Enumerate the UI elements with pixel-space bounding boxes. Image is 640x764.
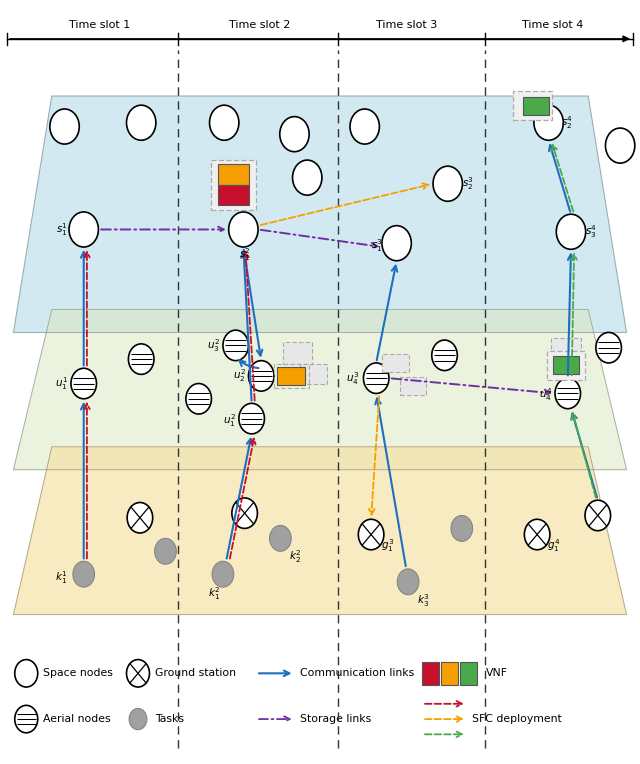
Polygon shape xyxy=(13,96,627,332)
Text: Ground station: Ground station xyxy=(155,668,236,678)
Circle shape xyxy=(269,526,291,552)
FancyBboxPatch shape xyxy=(277,367,305,385)
Circle shape xyxy=(556,214,586,249)
FancyBboxPatch shape xyxy=(442,662,458,685)
Text: $k_1^2$: $k_1^2$ xyxy=(208,585,221,602)
Text: VNF: VNF xyxy=(486,668,508,678)
Text: $u_4^3$: $u_4^3$ xyxy=(346,370,360,387)
Circle shape xyxy=(71,368,97,399)
Circle shape xyxy=(69,212,99,247)
Text: $s_3^4$: $s_3^4$ xyxy=(585,223,597,240)
Text: $g_1^4$: $g_1^4$ xyxy=(547,538,560,555)
Circle shape xyxy=(524,520,550,550)
Circle shape xyxy=(292,160,322,195)
Circle shape xyxy=(280,117,309,152)
Text: Time slot 2: Time slot 2 xyxy=(228,20,290,30)
Polygon shape xyxy=(13,309,627,470)
Circle shape xyxy=(15,705,38,733)
FancyBboxPatch shape xyxy=(547,351,585,380)
FancyBboxPatch shape xyxy=(523,97,548,115)
Circle shape xyxy=(239,403,264,434)
Text: Communication links: Communication links xyxy=(300,668,414,678)
Text: $s_2^4$: $s_2^4$ xyxy=(561,115,573,131)
Circle shape xyxy=(129,344,154,374)
Circle shape xyxy=(248,361,274,391)
Text: $s_1^3$: $s_1^3$ xyxy=(371,237,383,254)
Circle shape xyxy=(358,520,384,550)
Circle shape xyxy=(209,105,239,141)
FancyBboxPatch shape xyxy=(218,164,249,185)
Circle shape xyxy=(127,105,156,141)
Circle shape xyxy=(129,708,147,730)
Text: Storage links: Storage links xyxy=(300,714,371,724)
Text: Space nodes: Space nodes xyxy=(43,668,113,678)
Polygon shape xyxy=(13,447,627,614)
Circle shape xyxy=(186,384,211,414)
Text: $u_1^1$: $u_1^1$ xyxy=(54,375,68,392)
Circle shape xyxy=(155,539,176,565)
Text: $k_3^3$: $k_3^3$ xyxy=(417,592,430,609)
Text: SFC deployment: SFC deployment xyxy=(472,714,562,724)
Circle shape xyxy=(596,332,621,363)
Circle shape xyxy=(534,105,563,141)
Text: $u_1^2$: $u_1^2$ xyxy=(223,412,236,429)
Text: Tasks: Tasks xyxy=(155,714,184,724)
FancyBboxPatch shape xyxy=(550,338,581,358)
Text: Aerial nodes: Aerial nodes xyxy=(43,714,111,724)
Text: $u_4^4$: $u_4^4$ xyxy=(539,387,552,403)
Circle shape xyxy=(232,498,257,529)
Text: $s_1^1$: $s_1^1$ xyxy=(56,221,68,238)
FancyBboxPatch shape xyxy=(283,342,312,364)
Circle shape xyxy=(451,516,472,542)
Circle shape xyxy=(364,363,389,393)
Circle shape xyxy=(212,562,234,588)
Circle shape xyxy=(15,659,38,687)
Circle shape xyxy=(223,330,248,361)
Text: $s_2^3$: $s_2^3$ xyxy=(462,175,474,192)
FancyBboxPatch shape xyxy=(401,377,426,395)
Text: Time slot 3: Time slot 3 xyxy=(376,20,437,30)
Circle shape xyxy=(432,340,458,371)
Text: $u_2^2$: $u_2^2$ xyxy=(233,367,246,384)
Text: $g_1^3$: $g_1^3$ xyxy=(381,538,394,555)
Text: Time slot 4: Time slot 4 xyxy=(522,20,584,30)
Circle shape xyxy=(350,109,380,144)
Text: $k_2^2$: $k_2^2$ xyxy=(289,549,302,565)
Circle shape xyxy=(127,503,153,533)
FancyBboxPatch shape xyxy=(422,662,439,685)
Circle shape xyxy=(555,378,580,409)
Text: $u_3^2$: $u_3^2$ xyxy=(207,337,220,354)
Text: Time slot 1: Time slot 1 xyxy=(69,20,131,30)
Text: $s_1^2$: $s_1^2$ xyxy=(239,246,250,263)
Text: $k_1^1$: $k_1^1$ xyxy=(55,569,68,586)
Circle shape xyxy=(585,500,611,531)
FancyBboxPatch shape xyxy=(300,364,327,384)
FancyBboxPatch shape xyxy=(513,92,552,121)
Circle shape xyxy=(382,225,412,261)
Circle shape xyxy=(433,167,463,201)
Circle shape xyxy=(228,212,258,247)
FancyBboxPatch shape xyxy=(461,662,477,685)
FancyBboxPatch shape xyxy=(211,160,256,210)
FancyBboxPatch shape xyxy=(553,356,579,374)
Circle shape xyxy=(127,659,150,687)
Circle shape xyxy=(50,109,79,144)
FancyBboxPatch shape xyxy=(218,185,249,206)
Circle shape xyxy=(397,569,419,594)
FancyBboxPatch shape xyxy=(382,354,409,372)
Circle shape xyxy=(73,562,95,588)
Circle shape xyxy=(605,128,635,163)
